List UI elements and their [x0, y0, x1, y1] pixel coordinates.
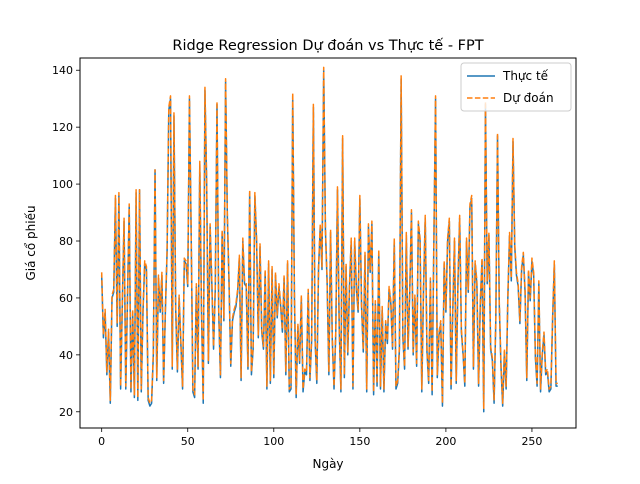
chart-title: Ridge Regression Dự đoán vs Thực tế - FP… [172, 37, 483, 54]
plot-frame [79, 57, 577, 429]
plot-area [100, 66, 558, 413]
legend-label: Thực tế [502, 69, 549, 83]
y-tick-label: 140 [52, 64, 73, 77]
legend-box [460, 62, 572, 112]
y-axis-label: Giá cổ phiếu [24, 205, 38, 280]
legend: Thực tế Dự đoán [460, 62, 572, 112]
y-axis-ticks: 20 40 60 80 100 120 140 [52, 64, 80, 419]
series-line-predicted [100, 66, 558, 410]
x-tick-label: 0 [98, 435, 105, 448]
x-tick-label: 200 [435, 435, 456, 448]
y-tick-label: 100 [52, 178, 73, 191]
x-tick-label: 150 [349, 435, 370, 448]
x-tick-label: 50 [181, 435, 195, 448]
y-tick-label: 20 [59, 406, 73, 419]
x-axis-ticks: 0 50 100 150 200 250 [98, 428, 542, 448]
y-tick-label: 60 [59, 292, 73, 305]
legend-label: Dự đoán [503, 91, 554, 105]
y-tick-label: 80 [59, 235, 73, 248]
x-axis-label: Ngày [312, 457, 343, 471]
x-tick-label: 250 [521, 435, 542, 448]
x-tick-label: 100 [263, 435, 284, 448]
y-tick-label: 40 [59, 349, 73, 362]
y-tick-label: 120 [52, 121, 73, 134]
